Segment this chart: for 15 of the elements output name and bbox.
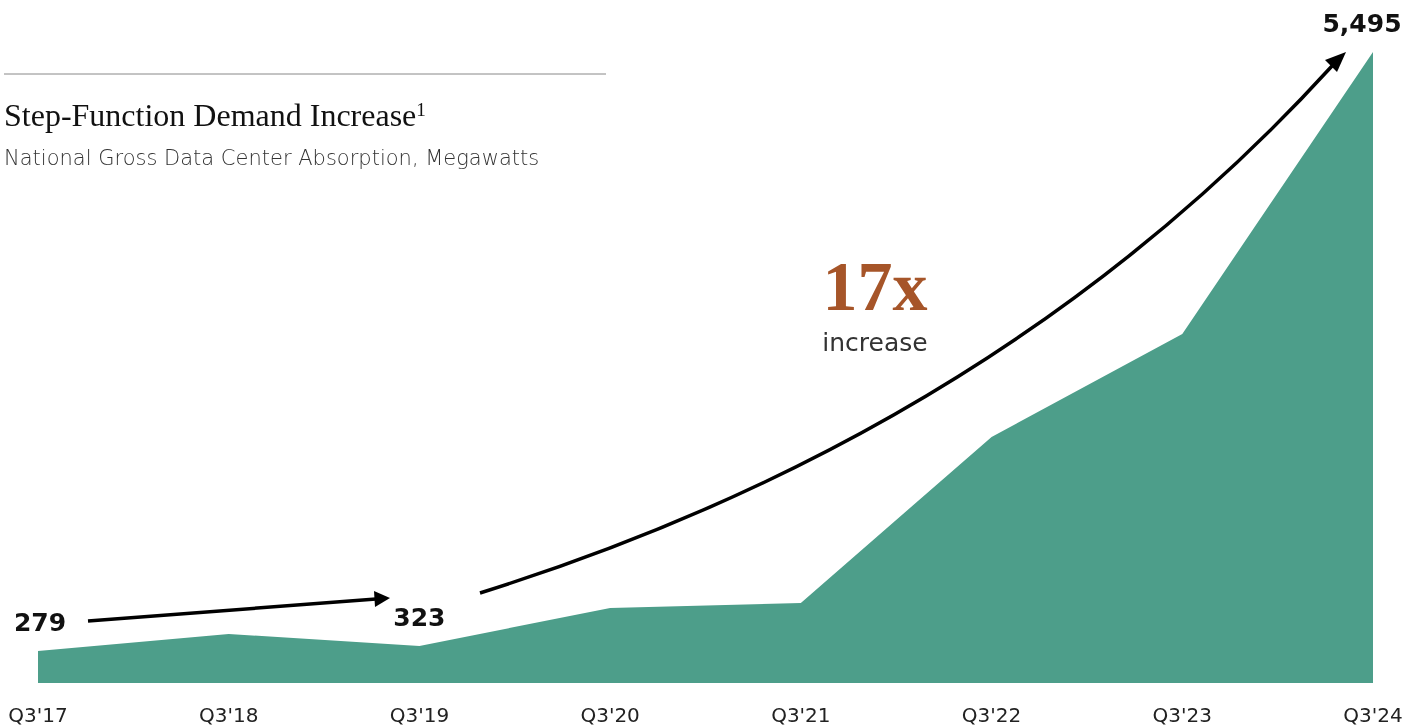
- data-label: 279: [13, 607, 67, 637]
- data-label: 323: [393, 602, 446, 632]
- x-tick-label: Q3'24: [1343, 703, 1403, 727]
- annotation: increase: [822, 328, 928, 357]
- x-tick-label: Q3'22: [961, 703, 1022, 727]
- x-tick-label: Q3'20: [580, 703, 640, 727]
- x-tick-label: Q3'18: [199, 703, 259, 727]
- x-tick-label: Q3'21: [771, 703, 831, 727]
- x-tick-label: Q3'23: [1152, 703, 1212, 727]
- data-label: 5,495: [1322, 9, 1402, 38]
- text: National Gross Data Center Absorption, Megawatts: [4, 146, 540, 170]
- x-tick-label: Q3'19: [389, 703, 450, 727]
- x-tick-label: Q3'17: [8, 703, 68, 727]
- text: Step-Function Demand Increase$^{1}$: [4, 97, 426, 133]
- annotation: 17x: [822, 248, 928, 325]
